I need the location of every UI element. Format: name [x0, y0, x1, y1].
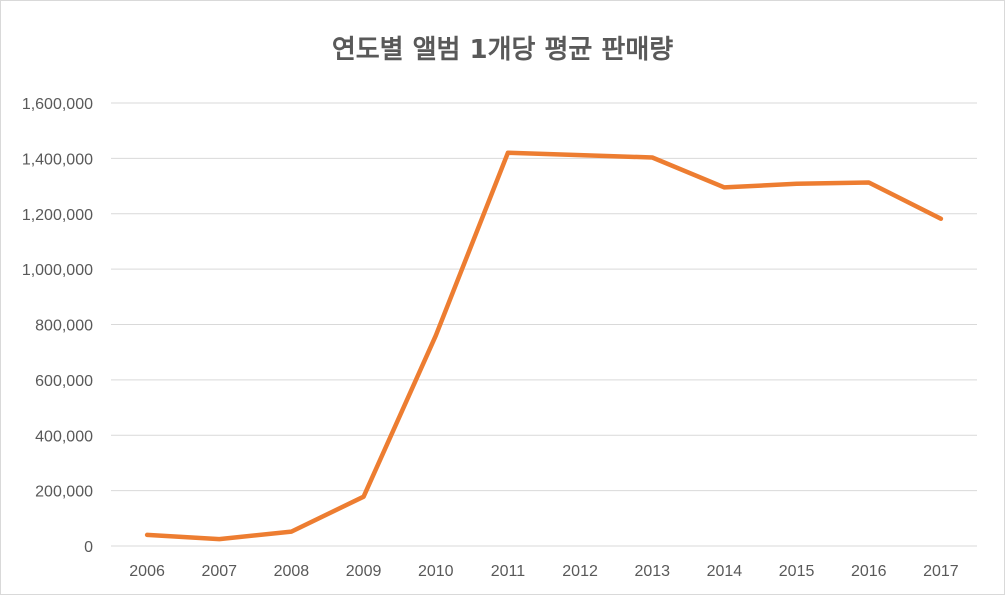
- y-axis-tick-labels: 0 200,000 400,000 600,000 800,000 1,000,000 1,…: [22, 96, 93, 556]
- x-axis-tick-labels: 2006 2007 2008 2009 2010 2011 2012 2013 2014 2015…: [129, 563, 959, 580]
- x-tick-label: 2008: [274, 563, 310, 580]
- y-tick-label: 600,000: [35, 373, 93, 390]
- x-tick-label: 2012: [562, 563, 598, 580]
- x-tick-label: 2007: [201, 563, 237, 580]
- x-tick-label: 2009: [346, 563, 382, 580]
- x-tick-label: 2010: [418, 563, 454, 580]
- x-tick-label: 2015: [779, 563, 815, 580]
- y-tick-label: 1,000,000: [22, 262, 93, 279]
- series-line: [144, 150, 944, 542]
- x-tick-label: 2017: [923, 563, 959, 580]
- y-tick-label: 0: [84, 539, 93, 556]
- y-tick-label: 1,200,000: [22, 207, 93, 224]
- x-tick-label: 2011: [491, 563, 526, 580]
- y-tick-label: 400,000: [35, 428, 93, 445]
- y-tick-label: 200,000: [35, 484, 93, 501]
- y-tick-label: 1,600,000: [22, 96, 93, 113]
- y-tick-label: 800,000: [35, 318, 93, 335]
- y-tick-label: 1,400,000: [22, 151, 93, 168]
- x-tick-label: 2006: [129, 563, 165, 580]
- gridlines: [111, 102, 977, 547]
- chart-title: 연도별 앨범 1개당 평균 판매량: [331, 35, 674, 65]
- x-tick-label: 2014: [707, 563, 743, 580]
- series-lines: [144, 150, 944, 542]
- x-tick-label: 2013: [634, 563, 670, 580]
- x-tick-label: 2016: [851, 563, 887, 580]
